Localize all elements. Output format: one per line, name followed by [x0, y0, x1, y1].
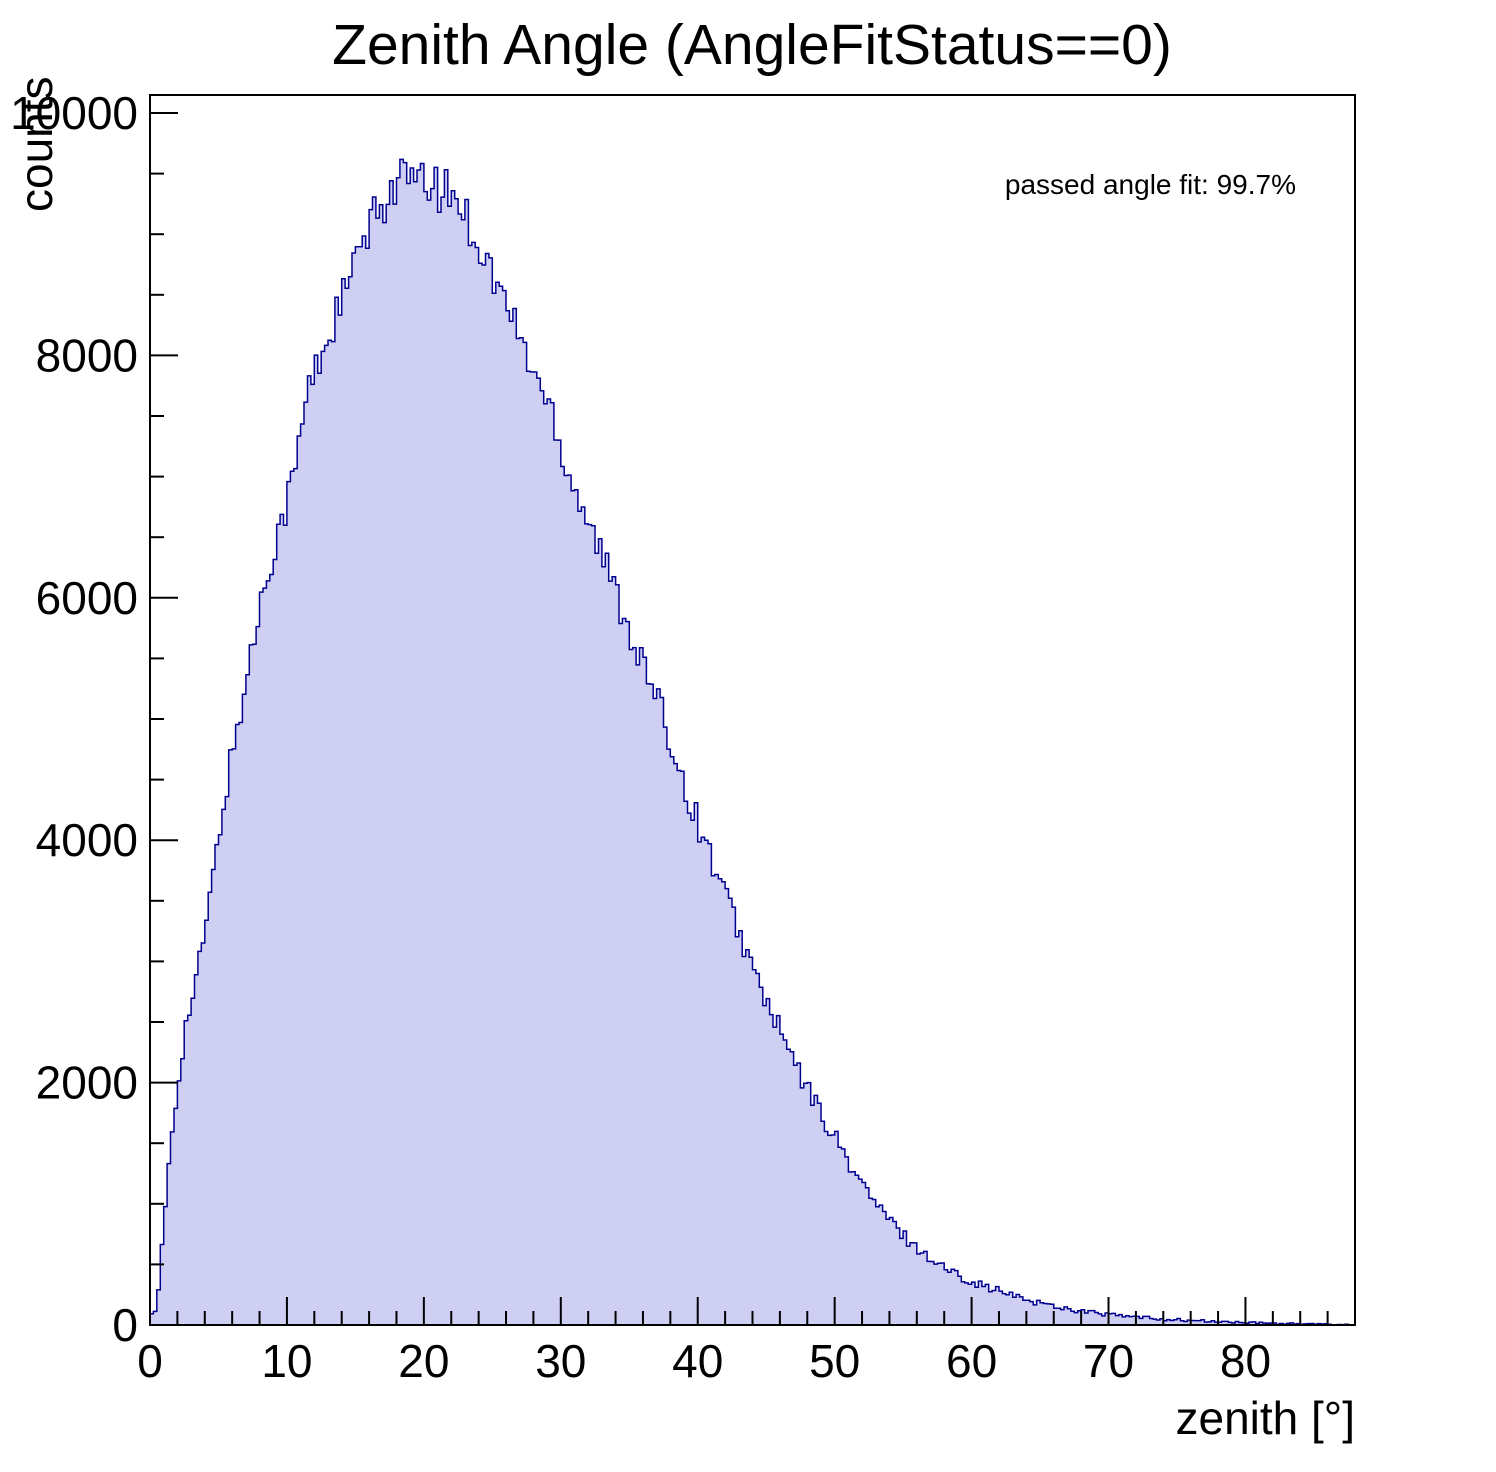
x-tick-label: 40	[672, 1335, 723, 1387]
annotation-passed-angle-fit: passed angle fit: 99.7%	[1005, 169, 1296, 200]
x-tick-label: 70	[1083, 1335, 1134, 1387]
x-tick-label: 60	[946, 1335, 997, 1387]
y-tick-label: 2000	[36, 1057, 138, 1109]
y-tick-label: 0	[112, 1299, 138, 1351]
x-tick-label: 30	[535, 1335, 586, 1387]
y-tick-label: 4000	[36, 814, 138, 866]
plot-area: 0 2000 4000 6000 8000 10000 0 10 20 30 40 50 60 70 80	[10, 87, 1356, 1387]
y-axis-label: counts	[10, 76, 62, 212]
x-tick-label: 0	[137, 1335, 163, 1387]
y-tick-label: 8000	[36, 329, 138, 381]
histogram-series	[149, 158, 1356, 1326]
y-tick-label: 10000	[10, 87, 138, 139]
chart-title: Zenith Angle (AngleFitStatus==0)	[332, 13, 1172, 77]
y-tick-label: 6000	[36, 572, 138, 624]
x-tick-label: 80	[1220, 1335, 1271, 1387]
x-tick-label: 10	[261, 1335, 312, 1387]
x-axis-label: zenith [°]	[1176, 1392, 1356, 1444]
x-tick-label: 20	[398, 1335, 449, 1387]
x-tick-label: 50	[809, 1335, 860, 1387]
